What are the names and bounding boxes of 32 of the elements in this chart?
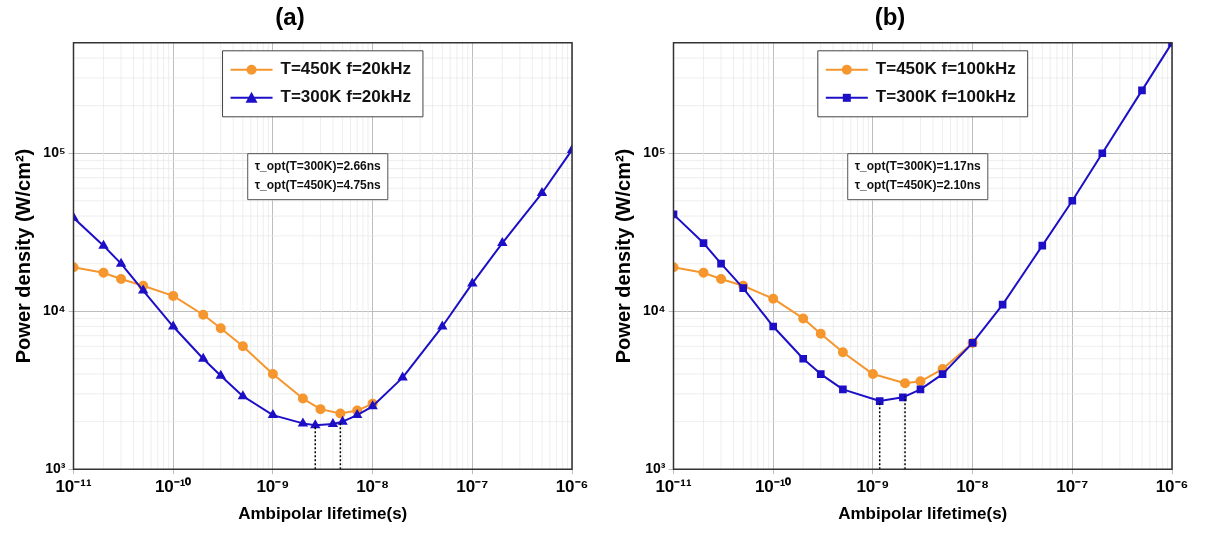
x-tick-label: 10⁻⁸	[356, 477, 390, 497]
legend-label: T=450K f=20kHz	[280, 59, 411, 79]
x-tick-label: 10⁻¹¹	[655, 477, 692, 497]
x-tick-label: 10⁻⁹	[256, 477, 290, 497]
x-tick-label: 10⁻⁹	[856, 477, 890, 497]
x-tick-label: 10⁻¹⁰	[754, 477, 792, 497]
x-axis-title: Ambipolar lifetime(s)	[238, 504, 408, 524]
y-axis-title: Power density (W/cm²)	[611, 148, 634, 364]
chart-title: (a)	[275, 3, 305, 31]
y-tick-label: 10³	[645, 460, 666, 477]
annotation: τ_opt(T=450K)=4.75ns	[254, 177, 382, 192]
chart-title: (b)	[874, 3, 906, 31]
y-tick-label: 10⁵	[643, 144, 666, 161]
legend-label: T=300K f=20kHz	[280, 87, 411, 107]
x-axis-title: Ambipolar lifetime(s)	[838, 504, 1008, 524]
x-tick-label: 10⁻⁸	[956, 477, 990, 497]
y-tick-label: 10⁵	[43, 144, 66, 161]
x-tick-label: 10⁻¹¹	[55, 477, 92, 497]
x-tick-label: 10⁻⁶	[555, 477, 589, 497]
x-tick-label: 10⁻⁶	[1155, 477, 1189, 497]
x-tick-label: 10⁻⁷	[456, 477, 489, 497]
y-tick-label: 10⁴	[643, 302, 666, 319]
y-tick-label: 10⁴	[43, 302, 66, 319]
annotation: τ_opt(T=300K)=1.17ns	[854, 158, 982, 173]
legend-label: T=450K f=100kHz	[875, 59, 1016, 79]
y-tick-label: 10³	[45, 460, 66, 477]
x-tick-label: 10⁻⁷	[1056, 477, 1089, 497]
annotation: τ_opt(T=450K)=2.10ns	[854, 177, 982, 192]
x-tick-label: 10⁻¹⁰	[154, 477, 192, 497]
legend-label: T=300K f=100kHz	[875, 87, 1016, 107]
y-axis-title: Power density (W/cm²)	[11, 148, 34, 364]
annotation: τ_opt(T=300K)=2.66ns	[254, 158, 382, 173]
